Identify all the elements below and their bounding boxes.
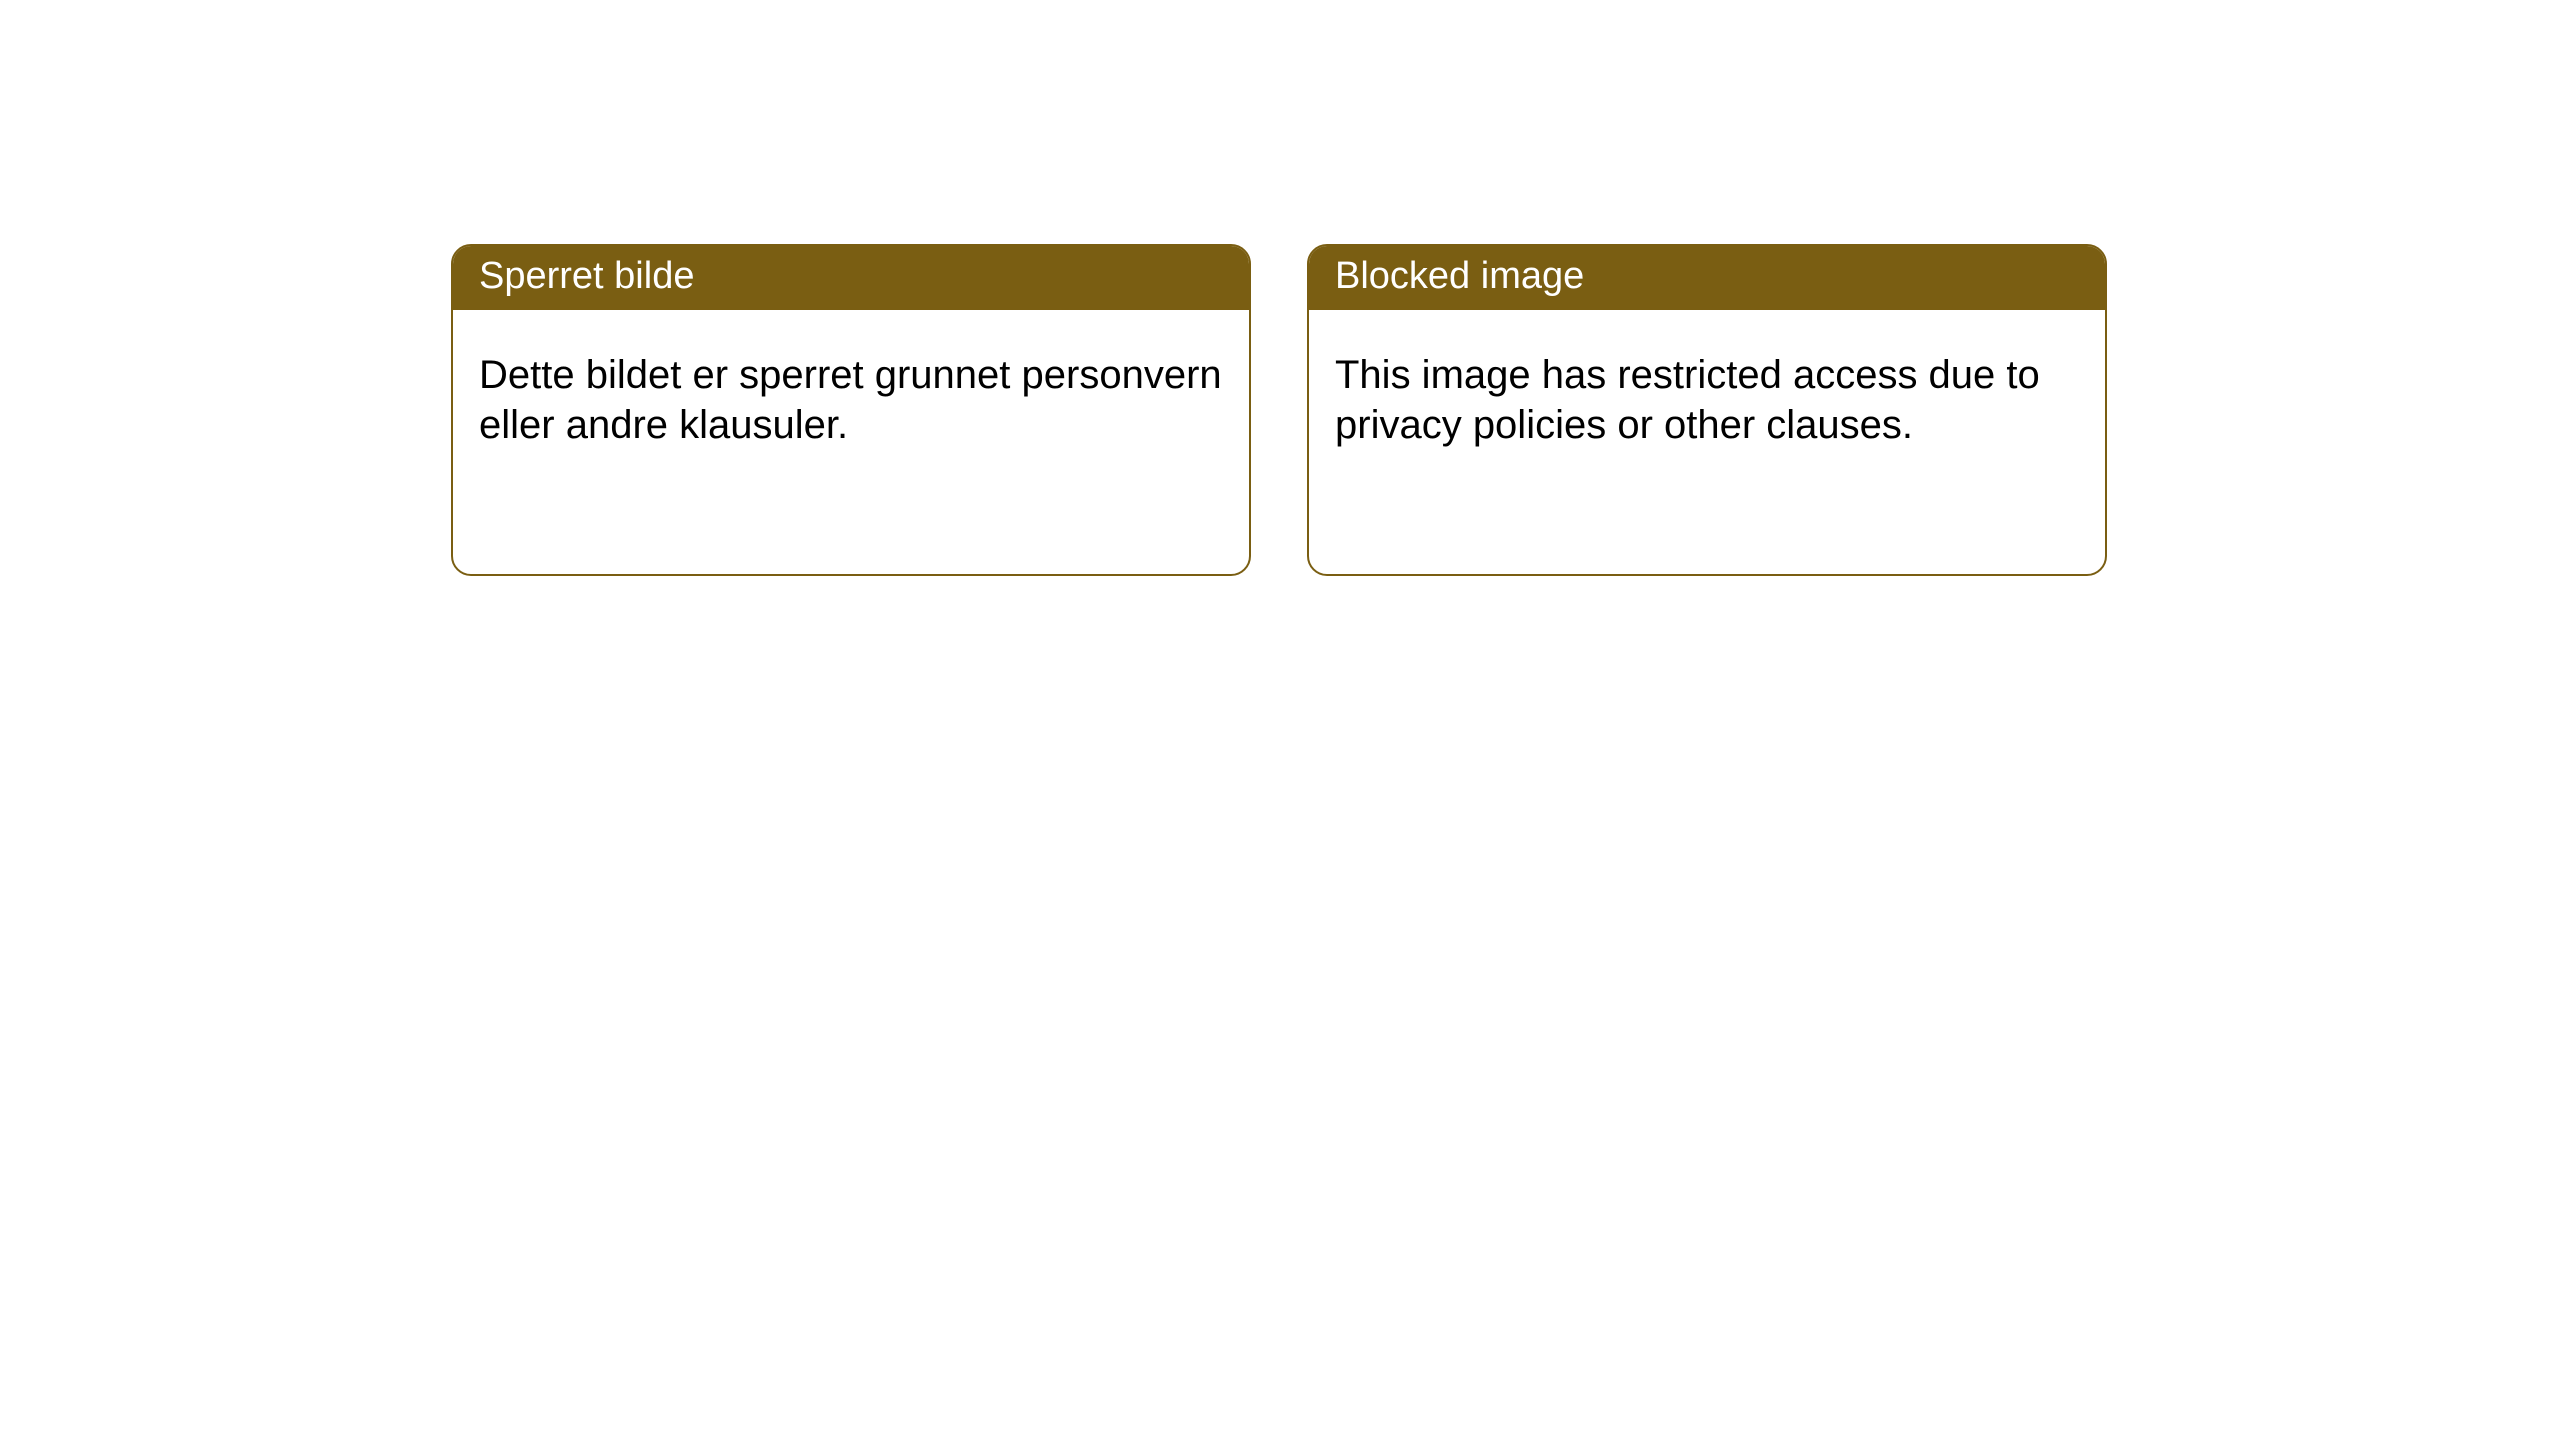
notice-body-text: This image has restricted access due to …: [1335, 350, 2079, 451]
notice-header-text: Sperret bilde: [479, 255, 694, 297]
notice-body-en: This image has restricted access due to …: [1309, 310, 2105, 477]
notice-card-en: Blocked image This image has restricted …: [1307, 244, 2107, 576]
notice-body-text: Dette bildet er sperret grunnet personve…: [479, 350, 1223, 451]
notice-header-no: Sperret bilde: [453, 246, 1249, 310]
notice-body-no: Dette bildet er sperret grunnet personve…: [453, 310, 1249, 477]
notice-card-no: Sperret bilde Dette bildet er sperret gr…: [451, 244, 1251, 576]
notice-header-text: Blocked image: [1335, 255, 1584, 297]
notice-header-en: Blocked image: [1309, 246, 2105, 310]
notice-container: Sperret bilde Dette bildet er sperret gr…: [451, 244, 2560, 576]
